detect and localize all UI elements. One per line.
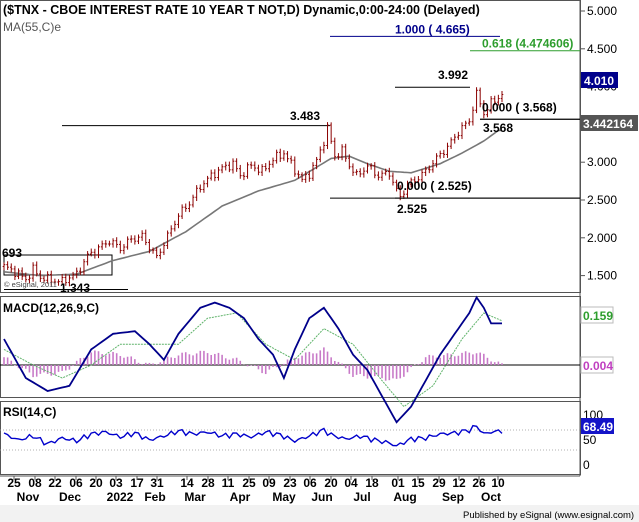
histogram-value: 0.004 — [583, 359, 613, 373]
histogram-value-tag: 0.004 — [580, 356, 614, 374]
annotation-august-low: 2.525 — [397, 202, 427, 216]
price-tick-label: 2.000 — [587, 231, 617, 245]
annotation-support: 3.568 — [483, 121, 513, 135]
x-tick-label: 12 — [452, 476, 466, 490]
x-tick-label: 11 — [222, 476, 235, 490]
annotation-low: 1.343 — [60, 281, 90, 295]
footer-bar — [0, 505, 639, 522]
x-month-label: May — [272, 490, 296, 504]
watermark: © eSignal, 2011 — [4, 280, 57, 289]
x-tick-label: 31 — [150, 476, 164, 490]
price-tick-label: 3.000 — [587, 155, 617, 169]
x-tick-label: 08 — [28, 476, 42, 490]
annotation-left-value: 693 — [2, 246, 22, 260]
x-tick-label: 03 — [109, 476, 123, 490]
x-tick-label: 06 — [69, 476, 83, 490]
x-tick-label: 06 — [303, 476, 317, 490]
x-tick-label: 15 — [411, 476, 425, 490]
macd-value-tag: 0.159 — [580, 306, 614, 324]
price-tick-label: 1.500 — [587, 269, 617, 283]
rsi-guides — [0, 429, 580, 451]
candlestick-layer — [2, 87, 504, 287]
chart-title: ($TNX - CBOE INTEREST RATE 10 YEAR T NOT… — [3, 3, 480, 17]
price-tick-label: 4.500 — [587, 42, 617, 56]
x-tick-label: 22 — [48, 476, 62, 490]
rsi-tick-label: 0 — [583, 458, 590, 472]
ma-legend: MA(55,C)e — [3, 20, 61, 34]
macd-lines — [3, 295, 503, 424]
x-tick-label: 18 — [365, 476, 379, 490]
x-tick-label: 26 — [472, 476, 486, 490]
x-axis: 25 08 22 06 20 03 17 31 14 28 11 25 09 23 06 20 04 18 01 15… — [0, 475, 580, 504]
annotation-high-peak: 3.992 — [438, 68, 468, 82]
last-price-tag: 4.010 — [581, 72, 618, 88]
ma-55-line — [3, 129, 502, 277]
price-panel: 5.0004.5004.0003.5003.0002.5002.0001.500… — [2, 3, 638, 295]
footer-credit: Published by eSignal (www.esignal.com) — [463, 510, 634, 521]
fibonacci-layer: 1.000 ( 4.665) 0.618 (4.474606) 0.000 ( 3.… — [330, 22, 580, 199]
fib-level-label: 0.618 (4.474606) — [482, 37, 573, 51]
price-tick-label: 2.500 — [587, 193, 617, 207]
macd-signal-line — [3, 312, 503, 408]
x-month-label: Jul — [353, 490, 370, 504]
x-month-label: Mar — [184, 490, 206, 504]
x-tick-label: 01 — [391, 476, 405, 490]
x-tick-label: 04 — [344, 476, 358, 490]
x-tick-label: 10 — [491, 476, 505, 490]
x-tick-label: 20 — [89, 476, 103, 490]
macd-value: 0.159 — [583, 309, 613, 323]
fib-level-label: 1.000 ( 4.665) — [395, 22, 470, 36]
x-month-label: Oct — [481, 490, 501, 504]
panel-frames — [0, 0, 581, 475]
x-tick-label: 09 — [262, 476, 276, 490]
macd-panel: MACD(12,26,9,C) 0.159 0.004 — [0, 295, 614, 424]
rsi-line-layer — [3, 424, 503, 447]
rsi-value-tag: 68.49 — [581, 418, 614, 434]
moving-average-layer — [3, 129, 502, 277]
level-tag-value: 3.442164 — [583, 117, 633, 131]
x-month-label: Nov — [17, 490, 40, 504]
last-price-value: 4.010 — [584, 74, 614, 88]
macd-histogram — [3, 347, 503, 381]
fib-level-label: 0.000 ( 2.525) — [397, 179, 472, 193]
x-tick-label: 25 — [242, 476, 256, 490]
fib-level-label: 0.000 ( 3.568) — [482, 100, 557, 114]
x-tick-label: 29 — [432, 476, 446, 490]
x-month-label: Feb — [144, 490, 165, 504]
x-tick-label: 20 — [324, 476, 338, 490]
x-month-label: Dec — [59, 490, 81, 504]
x-tick-label: 14 — [180, 476, 194, 490]
x-month-label: Apr — [230, 490, 251, 504]
x-month-label: 2022 — [107, 490, 134, 504]
macd-title: MACD(12,26,9,C) — [3, 301, 99, 315]
rsi-value: 68.49 — [583, 420, 613, 434]
price-tick-label: 5.000 — [587, 4, 617, 18]
x-month-label: Sep — [442, 490, 464, 504]
x-tick-label: 23 — [283, 476, 297, 490]
macd-line — [3, 295, 502, 424]
level-tag: 3.442164 — [581, 115, 638, 131]
rsi-title: RSI(14,C) — [3, 405, 56, 419]
rsi-tick-label: 50 — [583, 433, 597, 447]
x-tick-label: 17 — [130, 476, 144, 490]
annotation-june-high: 3.483 — [290, 109, 320, 123]
rsi-line — [3, 424, 503, 447]
x-tick-label: 28 — [201, 476, 215, 490]
x-month-label: Aug — [393, 490, 416, 504]
x-tick-label: 25 — [7, 476, 21, 490]
x-month-label: Jun — [311, 490, 332, 504]
